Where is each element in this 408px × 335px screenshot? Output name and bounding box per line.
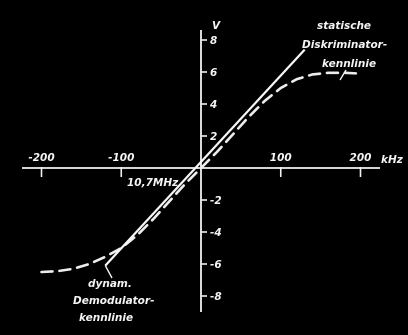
ticks: -200 -100 100 200 8 6 4 2 -2 -4 -6 -8 [28, 35, 371, 303]
y-unit-label: V [212, 20, 221, 32]
static-characteristic-curve [40, 71, 362, 274]
y-tick-label: -6 [210, 259, 222, 271]
curves [40, 48, 362, 279]
dynamic-characteristic-curve [104, 48, 306, 267]
y-tick-label: -8 [210, 291, 222, 303]
center-frequency-label: 10,7MHz [127, 177, 179, 189]
static-label-line-1: statische [317, 20, 371, 32]
y-tick-label: 6 [210, 67, 217, 79]
x-tick-label: -100 [108, 152, 134, 164]
static-label-line-3: kennlinie [322, 58, 376, 70]
dynamic-leader-line [104, 265, 113, 279]
x-unit-label: kHz [381, 154, 404, 166]
dynamic-label-line-1: dynam. [88, 278, 132, 290]
dynamic-label-line-2: Demodulator- [73, 295, 154, 307]
y-tick-label: 8 [210, 35, 217, 47]
static-leader-line [339, 69, 347, 81]
static-curve-annotation: statische Diskriminator- kennlinie [302, 20, 387, 81]
y-tick-label: 4 [209, 99, 217, 111]
y-tick-label: 2 [210, 131, 217, 143]
static-label-line-2: Diskriminator- [302, 39, 387, 51]
y-tick-label: -2 [210, 195, 222, 207]
dynamic-curve-annotation: dynam. Demodulator- kennlinie [73, 278, 154, 324]
x-tick-label: 100 [270, 152, 292, 164]
x-tick-label: -200 [28, 152, 54, 164]
y-tick-label: -4 [210, 227, 222, 239]
x-tick-label: 200 [350, 152, 372, 164]
dynamic-label-line-3: kennlinie [79, 312, 133, 324]
